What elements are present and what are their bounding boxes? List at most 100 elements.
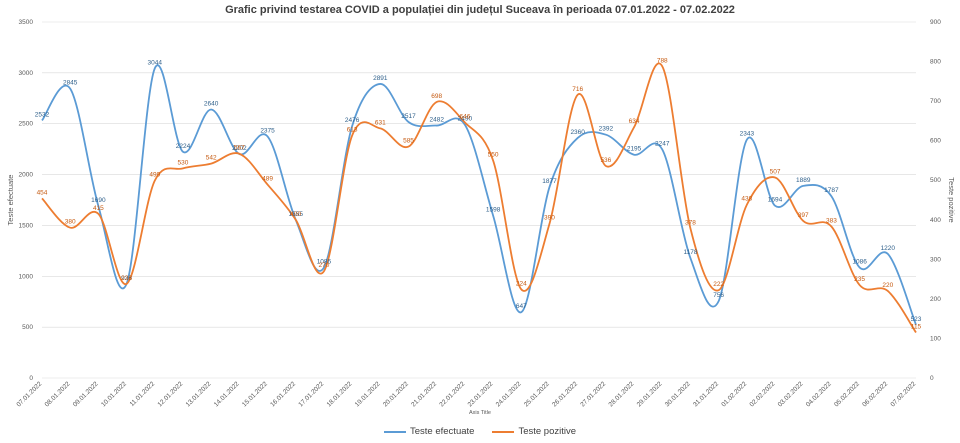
legend: Teste efectuate Teste pozitive <box>0 426 960 437</box>
y-tick-right: 600 <box>930 138 941 145</box>
x-tick: 05.02.2022 <box>833 380 861 408</box>
y-axis-title-left: Teste efectuate <box>6 175 15 226</box>
y-tick-right: 100 <box>930 335 941 342</box>
data-label-teste-efectuate: 1598 <box>486 206 501 213</box>
y-tick-left: 3500 <box>19 19 34 26</box>
y-tick-left: 500 <box>22 324 33 331</box>
data-label-teste-efectuate: 926 <box>121 275 132 282</box>
data-label-teste-pozitive: 613 <box>347 127 358 134</box>
series-lines <box>41 62 917 334</box>
x-tick: 27.01.2022 <box>579 380 607 408</box>
data-label-teste-pozitive: 383 <box>826 218 837 225</box>
data-label-teste-efectuate: 1555 <box>289 211 304 218</box>
x-tick: 07.02.2022 <box>889 380 917 408</box>
data-label-teste-efectuate: 2517 <box>401 113 416 120</box>
x-tick: 22.01.2022 <box>438 380 466 408</box>
data-label-teste-pozitive: 634 <box>629 118 640 125</box>
legend-label-teste-pozitive: Teste pozitive <box>518 426 576 437</box>
data-label-teste-pozitive: 415 <box>93 205 104 212</box>
x-tick: 13.01.2022 <box>185 380 213 408</box>
x-tick: 23.01.2022 <box>467 380 495 408</box>
x-axis-ticks: 07.01.2022 08.01.2022 09.01.2022 10.01.2022… <box>15 380 917 408</box>
legend-label-teste-efectuate: Teste efectuate <box>410 426 475 437</box>
data-label-teste-efectuate: 2532 <box>35 111 50 118</box>
y-tick-right: 500 <box>930 177 941 184</box>
y-tick-right: 700 <box>930 98 941 105</box>
y-tick-right: 200 <box>930 296 941 303</box>
data-label-teste-pozitive: 454 <box>37 189 48 196</box>
x-tick: 02.02.2022 <box>748 380 776 408</box>
data-label-teste-efectuate: 3044 <box>148 59 163 66</box>
data-label-teste-pozitive: 235 <box>854 276 865 283</box>
data-label-teste-efectuate: 1877 <box>542 178 557 185</box>
x-tick: 26.01.2022 <box>551 380 579 408</box>
legend-swatch-teste-pozitive <box>492 430 515 433</box>
y-tick-right: 0 <box>930 375 934 382</box>
data-label-teste-efectuate: 2343 <box>740 131 755 138</box>
y-tick-left: 1500 <box>19 222 34 229</box>
data-label-teste-pozitive: 698 <box>431 93 442 100</box>
data-label-teste-pozitive: 380 <box>65 219 76 226</box>
data-label-teste-efectuate: 2202 <box>232 145 247 152</box>
data-label-teste-pozitive: 542 <box>206 155 217 162</box>
x-tick: 07.01.2022 <box>15 380 43 408</box>
y-tick-left: 1000 <box>19 273 34 280</box>
legend-item-teste-pozitive: Teste pozitive <box>492 426 576 437</box>
x-tick: 01.02.2022 <box>720 380 748 408</box>
data-label-teste-efectuate: 2392 <box>599 126 614 133</box>
data-label-teste-efectuate: 2247 <box>655 140 670 147</box>
data-label-teste-pozitive: 530 <box>178 159 189 166</box>
x-tick: 12.01.2022 <box>156 380 184 408</box>
data-label-teste-efectuate: 1889 <box>796 177 811 184</box>
x-tick: 18.01.2022 <box>326 380 354 408</box>
x-tick: 03.02.2022 <box>777 380 805 408</box>
x-tick: 15.01.2022 <box>241 380 269 408</box>
x-tick: 30.01.2022 <box>664 380 692 408</box>
data-label-teste-efectuate: 2375 <box>260 127 275 134</box>
x-tick: 24.01.2022 <box>495 380 523 408</box>
x-tick: 09.01.2022 <box>72 380 100 408</box>
data-label-teste-pozitive: 567 <box>234 145 245 152</box>
data-label-teste-pozitive: 499 <box>149 172 160 179</box>
data-label-teste-pozitive: 224 <box>516 280 527 287</box>
data-label-teste-efectuate: 2845 <box>63 80 78 87</box>
data-label-teste-pozitive: 378 <box>685 219 696 226</box>
x-tick: 25.01.2022 <box>523 380 551 408</box>
x-tick: 21.01.2022 <box>410 380 438 408</box>
data-label-teste-pozitive: 585 <box>403 138 414 145</box>
data-label-teste-efectuate: 1178 <box>683 249 697 256</box>
y-tick-right: 900 <box>930 19 941 26</box>
data-label-teste-pozitive: 788 <box>657 57 668 64</box>
data-label-teste-efectuate: 2195 <box>627 146 642 153</box>
data-label-teste-efectuate: 2640 <box>204 100 219 107</box>
data-label-teste-efectuate: 2891 <box>373 75 388 82</box>
data-label-teste-pozitive: 220 <box>882 282 893 289</box>
y-tick-left: 0 <box>29 375 33 382</box>
data-label-teste-pozitive: 646 <box>459 113 470 120</box>
data-label-teste-pozitive: 222 <box>713 281 724 288</box>
data-label-teste-pozitive: 507 <box>770 168 781 175</box>
data-label-teste-efectuate: 1787 <box>824 187 839 194</box>
x-tick: 31.01.2022 <box>692 380 720 408</box>
data-label-teste-efectuate: 2360 <box>570 129 585 136</box>
y-tick-right: 800 <box>930 59 941 66</box>
x-tick: 14.01.2022 <box>213 380 241 408</box>
y-axis-title-right: Teste pozitive <box>947 177 956 222</box>
data-label-teste-pozitive: 550 <box>488 151 499 158</box>
y-tick-right: 300 <box>930 256 941 263</box>
data-label-teste-efectuate: 2490 <box>458 116 473 123</box>
data-label-teste-efectuate: 2224 <box>176 143 191 150</box>
series-line-teste-pozitive <box>41 62 917 334</box>
legend-item-teste-efectuate: Teste efectuate <box>384 426 474 437</box>
x-tick: 06.02.2022 <box>861 380 889 408</box>
data-label-teste-pozitive: 489 <box>262 176 273 183</box>
x-tick: 17.01.2022 <box>297 380 325 408</box>
data-label-teste-pozitive: 238 <box>121 275 132 282</box>
x-tick: 11.01.2022 <box>129 380 157 408</box>
y-tick-right: 400 <box>930 217 941 224</box>
data-label-teste-pozitive: 390 <box>544 215 555 222</box>
data-label-teste-efectuate: 1694 <box>768 197 783 204</box>
data-label-teste-pozitive: 270 <box>319 262 330 269</box>
